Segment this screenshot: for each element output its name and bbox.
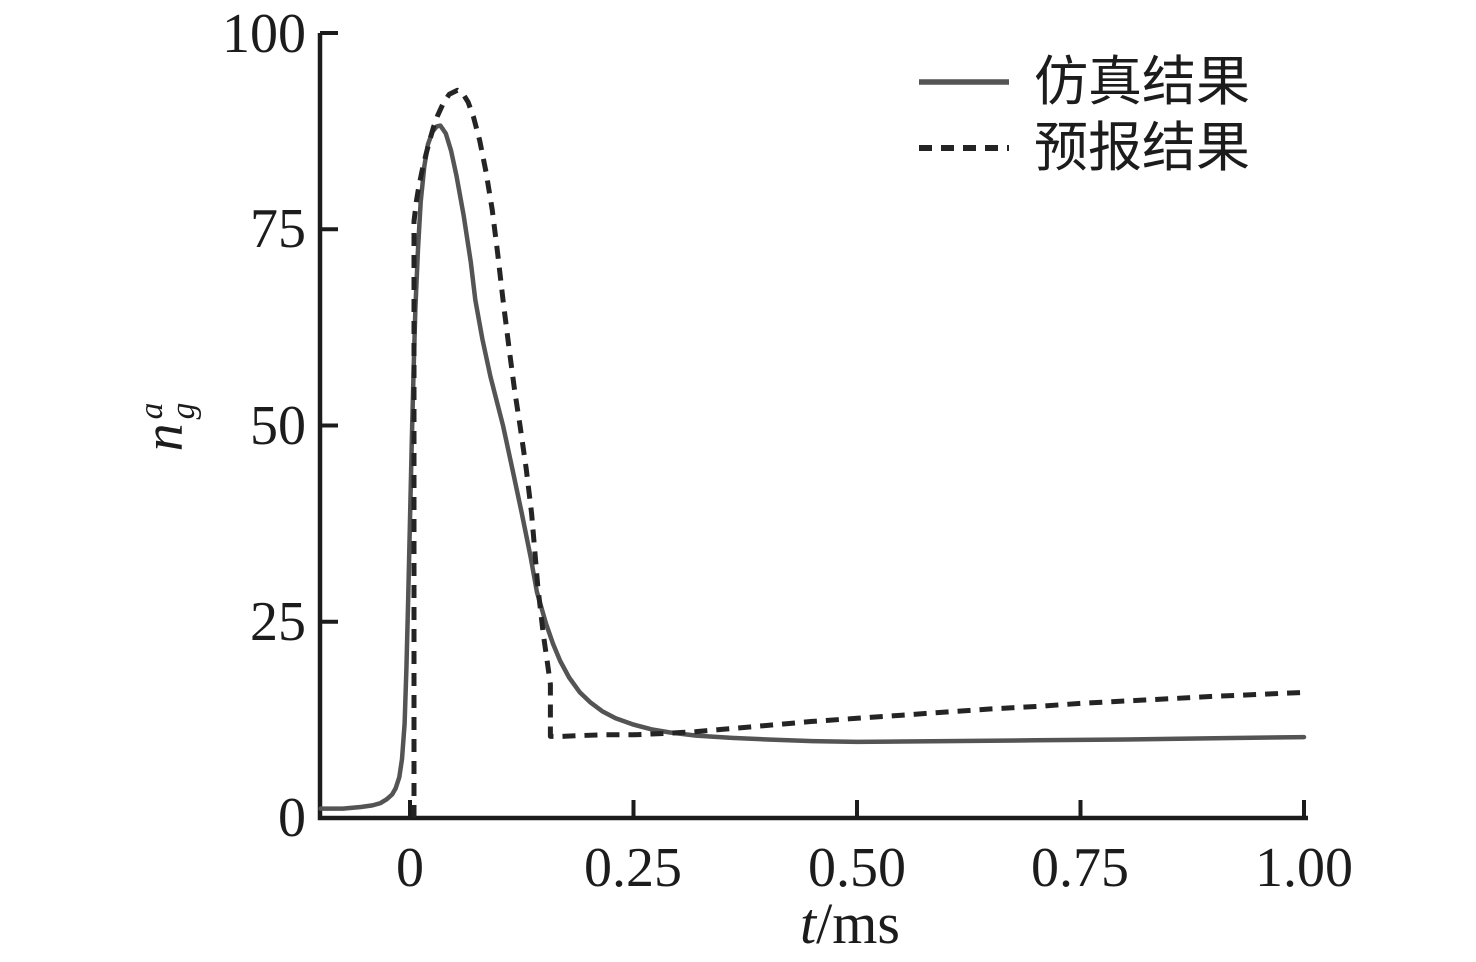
legend: 仿真结果 预报结果 <box>918 50 1250 180</box>
y-tick-label-0: 0 <box>278 787 306 849</box>
y-tick-label-100: 100 <box>222 3 306 65</box>
series-line-1 <box>411 87 1305 818</box>
legend-line-solid-icon <box>919 79 1009 85</box>
curves <box>318 87 1307 818</box>
y-axis-superscript: a <box>133 402 171 420</box>
legend-line-dashed-icon <box>919 145 1009 151</box>
x-tick-label-075: 0.75 <box>1031 837 1129 899</box>
y-tick-label-50: 50 <box>250 395 306 457</box>
x-tick-label-0: 0 <box>396 837 424 899</box>
x-axis-unit: /ms <box>816 891 900 956</box>
axes <box>317 31 1308 821</box>
x-axis-title: t/ms <box>690 892 1010 956</box>
y-tick-label-75: 75 <box>250 198 306 260</box>
y-axis-variable: n <box>133 423 195 452</box>
series-line-0 <box>318 123 1307 811</box>
legend-entry-prediction: 预报结果 <box>918 116 1250 180</box>
x-axis-variable: t <box>800 891 817 956</box>
y-tick-label-25: 25 <box>250 591 306 653</box>
legend-entry-simulation: 仿真结果 <box>918 50 1250 114</box>
x-tick-label-100: 1.00 <box>1255 837 1353 899</box>
legend-label-simulation: 仿真结果 <box>1034 52 1250 112</box>
x-tick-label-025: 0.25 <box>584 837 682 899</box>
x-tick-label-050: 0.50 <box>808 837 906 899</box>
legend-label-prediction: 预报结果 <box>1034 118 1250 178</box>
y-axis-subscript: g <box>165 402 203 420</box>
